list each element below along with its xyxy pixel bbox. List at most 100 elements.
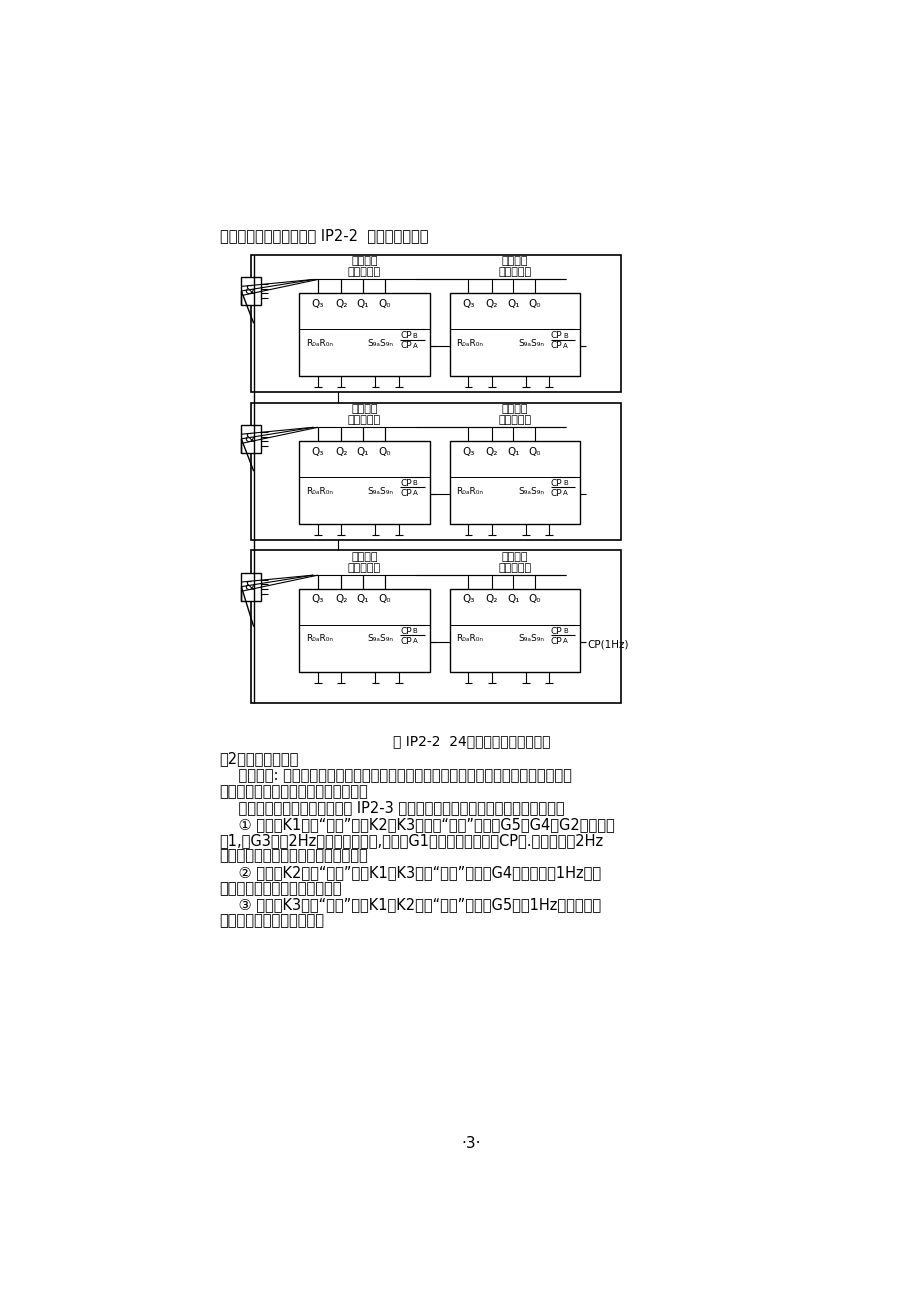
Text: Q₂: Q₂ [335, 298, 347, 309]
Text: S₉ₐS₉ₙ: S₉ₐS₉ₙ [368, 487, 393, 496]
Text: R₀ₐR₀ₙ: R₀ₐR₀ₙ [305, 339, 333, 348]
Text: CP: CP [400, 488, 412, 497]
Text: CP: CP [550, 331, 562, 340]
Text: Q₂: Q₂ [335, 595, 347, 604]
Text: Q₂: Q₂ [335, 447, 347, 457]
Text: Q₃: Q₃ [312, 447, 323, 457]
Text: 方案建议：参考校时电路如图 IP2-3 所示。校时和计时的切换用双掷开关实现。: 方案建议：参考校时电路如图 IP2-3 所示。校时和计时的切换用双掷开关实现。 [220, 801, 563, 815]
Bar [241, 277, 261, 305]
Text: Q₀: Q₀ [378, 447, 391, 457]
Text: CP: CP [550, 479, 562, 488]
Text: 显示译码器: 显示译码器 [347, 562, 380, 573]
Text: A: A [412, 342, 417, 349]
Text: B: B [412, 629, 417, 634]
Text: 计时器电路设计可参考图 IP2-2  所示逻辑电路。: 计时器电路设计可参考图 IP2-2 所示逻辑电路。 [220, 228, 427, 243]
Text: &: & [244, 579, 254, 592]
Text: CP: CP [400, 331, 412, 340]
Text: 至分十位: 至分十位 [351, 404, 378, 414]
Text: CP: CP [400, 341, 412, 350]
Text: Q₀: Q₀ [378, 595, 391, 604]
Text: S₉ₐS₉ₙ: S₉ₐS₉ₙ [517, 634, 543, 643]
Text: Q₂: Q₂ [485, 447, 497, 457]
Text: 至时个位: 至时个位 [501, 256, 528, 267]
Text: R₀ₐR₀ₙ: R₀ₐR₀ₙ [456, 339, 482, 348]
Bar [449, 441, 579, 525]
Bar [299, 441, 429, 525]
Text: Q₃: Q₃ [312, 595, 323, 604]
Text: CP: CP [400, 626, 412, 635]
Text: B: B [562, 480, 567, 487]
Text: B: B [412, 480, 417, 487]
Text: Q₁: Q₁ [506, 298, 519, 309]
Text: （2）校时电路设计: （2）校时电路设计 [220, 751, 299, 767]
Bar [449, 293, 579, 376]
Text: 任务分析: 校时电路的作用是在电源刚启动时，对计时器进行时、分、秒的的校准。可: 任务分析: 校时电路的作用是在电源刚启动时，对计时器进行时、分、秒的的校准。可 [220, 768, 571, 783]
Bar [250, 551, 620, 703]
Text: 显示译码器: 显示译码器 [498, 267, 531, 277]
Text: A: A [562, 638, 567, 644]
Text: 显示译码器: 显示译码器 [347, 415, 380, 424]
Text: Q₁: Q₁ [506, 447, 519, 457]
Text: ③ 校时：K3接至“校时”位，K1、K2接至“计时”位，门G5输出1Hz的时钟脉冲: ③ 校时：K3接至“校时”位，K1、K2接至“计时”位，门G5输出1Hz的时钟脉… [220, 897, 600, 913]
Text: ·3·: ·3· [461, 1135, 481, 1151]
Text: CP: CP [400, 637, 412, 646]
Text: CP(1Hz): CP(1Hz) [587, 639, 629, 648]
Text: S₉ₐS₉ₙ: S₉ₐS₉ₙ [517, 487, 543, 496]
Text: &: & [244, 432, 254, 445]
Text: ② 校分：K2接至“校时”位，K1、K3接至“计时”位，门G4打开，输出1Hz的时: ② 校分：K2接至“校时”位，K1、K3接至“计时”位，门G4打开，输出1Hz的… [220, 865, 600, 880]
Text: CP: CP [400, 479, 412, 488]
Text: Q₁: Q₁ [357, 447, 369, 457]
Text: S₉ₐS₉ₙ: S₉ₐS₉ₙ [517, 339, 543, 348]
Text: Q₂: Q₂ [485, 298, 497, 309]
Bar [250, 255, 620, 392]
Text: Q₁: Q₁ [357, 595, 369, 604]
Bar [241, 573, 261, 600]
Text: 通过控制各计数器的时钟脉冲来实现。: 通过控制各计数器的时钟脉冲来实现。 [220, 784, 368, 799]
Text: Q₃: Q₃ [461, 595, 474, 604]
Text: S₉ₐS₉ₙ: S₉ₐS₉ₙ [368, 634, 393, 643]
Text: 至时十位: 至时十位 [351, 256, 378, 267]
Bar [241, 424, 261, 453]
Text: 图 IP2-2  24进制计时器逻辑电路图: 图 IP2-2 24进制计时器逻辑电路图 [392, 734, 550, 747]
Text: 的时钟脉冲，目的是加快校秒的速度。: 的时钟脉冲，目的是加快校秒的速度。 [220, 849, 368, 863]
Text: R₀ₐR₀ₙ: R₀ₐR₀ₙ [456, 487, 482, 496]
Text: A: A [562, 342, 567, 349]
Text: CP: CP [550, 626, 562, 635]
Text: Q₃: Q₃ [461, 298, 474, 309]
Text: CP: CP [550, 637, 562, 646]
Text: Q₃: Q₃ [461, 447, 474, 457]
Text: B: B [562, 629, 567, 634]
Text: A: A [412, 491, 417, 496]
Text: 至秒十位: 至秒十位 [351, 552, 378, 562]
Text: 显示译码器: 显示译码器 [498, 562, 531, 573]
Text: 钟脉冲信号送至分个位计数器。: 钟脉冲信号送至分个位计数器。 [220, 881, 342, 896]
Text: 信号，送至时个位计数器。: 信号，送至时个位计数器。 [220, 913, 324, 928]
Text: A: A [562, 491, 567, 496]
Bar [449, 589, 579, 672]
Bar [299, 293, 429, 376]
Text: Q₀: Q₀ [378, 298, 391, 309]
Text: S₉ₐS₉ₙ: S₉ₐS₉ₙ [368, 339, 393, 348]
Text: &: & [244, 284, 254, 297]
Text: CP: CP [550, 488, 562, 497]
Text: Q₁: Q₁ [357, 298, 369, 309]
Text: Q₃: Q₃ [312, 298, 323, 309]
Text: Q₀: Q₀ [528, 447, 540, 457]
Text: R₀ₐR₀ₙ: R₀ₐR₀ₙ [456, 634, 482, 643]
Text: CP: CP [550, 341, 562, 350]
Text: Q₀: Q₀ [528, 595, 540, 604]
Text: 至分个位: 至分个位 [501, 404, 528, 414]
Text: A: A [412, 638, 417, 644]
Text: 显示译码器: 显示译码器 [498, 415, 531, 424]
Bar [299, 589, 429, 672]
Text: Q₂: Q₂ [485, 595, 497, 604]
Text: 显示译码器: 显示译码器 [347, 267, 380, 277]
Text: 为1,门G3输出2Hz的时钟脉冲信号,通过门G1送至秒个位计数器CP端.采用频率为2Hz: 为1,门G3输出2Hz的时钟脉冲信号,通过门G1送至秒个位计数器CP端.采用频率… [220, 833, 603, 848]
Text: B: B [562, 332, 567, 339]
Text: ① 校秒：K1接至“校时”位，K2、K3均接至“计时”位，门G5、G4、G2的输出均: ① 校秒：K1接至“校时”位，K2、K3均接至“计时”位，门G5、G4、G2的输… [220, 816, 614, 832]
Text: R₀ₐR₀ₙ: R₀ₐR₀ₙ [305, 634, 333, 643]
Text: B: B [412, 332, 417, 339]
Text: Q₀: Q₀ [528, 298, 540, 309]
Bar [250, 402, 620, 540]
Text: Q₁: Q₁ [506, 595, 519, 604]
